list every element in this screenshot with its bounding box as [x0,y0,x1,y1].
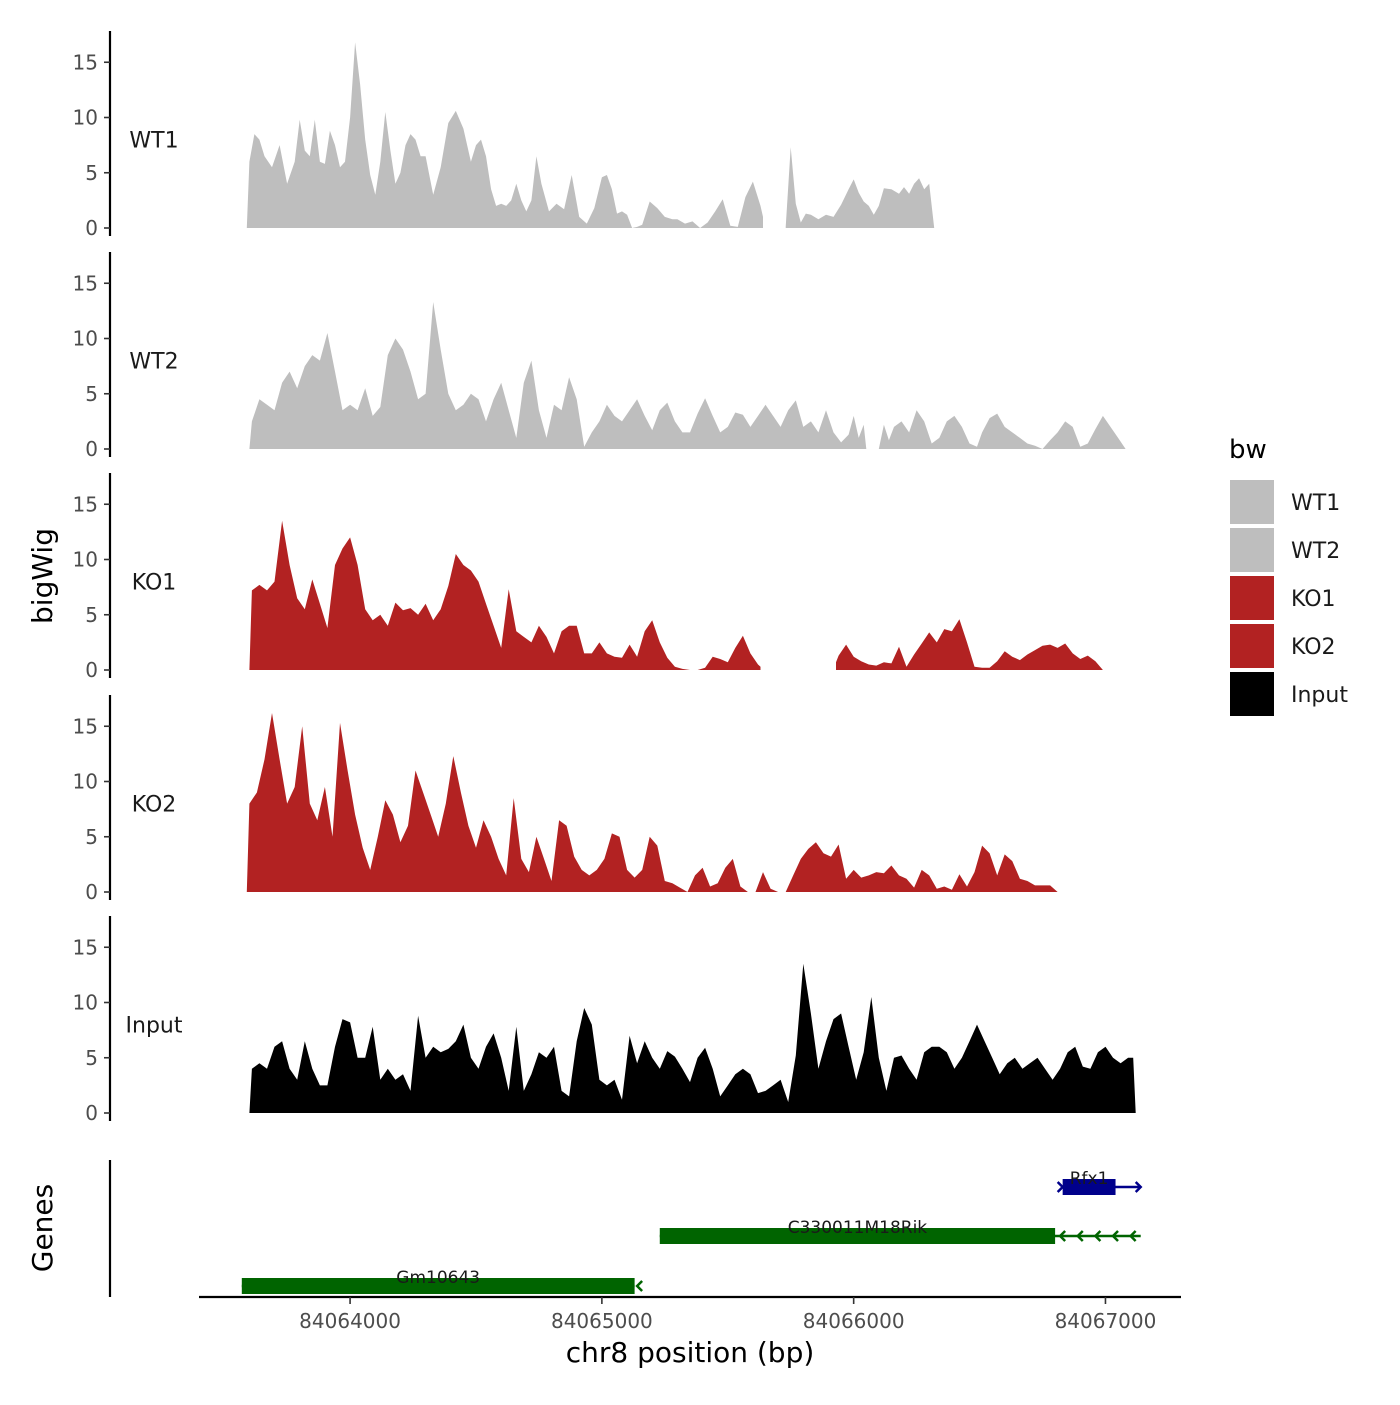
y-tick-label: 10 [73,106,98,130]
x-axis-title: chr8 position (bp) [566,1336,815,1369]
coverage-area [249,963,1136,1113]
legend-label-wt1: WT1 [1291,491,1340,516]
track-label: WT2 [129,350,178,375]
y-tick-label: 5 [85,603,98,627]
y-tick-label: 5 [85,161,98,185]
gene-label: Gm10643 [396,1268,480,1288]
legend-label-input: Input [1291,683,1348,708]
gene-gm10643: Gm10643 [241,1268,644,1294]
gene-c330011m18rik: C330011M18Rik [659,1218,1141,1244]
y-tick-label: 0 [85,880,98,904]
track-label: Input [126,1014,183,1039]
gene-exon [1062,1179,1116,1195]
y-tick-label: 15 [73,714,98,738]
track-wt2: 0 5 10 15 WT2 [73,252,1126,461]
y-tick-label: 10 [73,991,98,1015]
y-tick-label: 15 [73,492,98,516]
legend-swatch-ko1 [1230,576,1274,620]
strand-arrow [1093,1230,1102,1242]
x-tick-label: 84064000 [299,1309,401,1333]
strand-arrow [1058,1230,1067,1242]
y-tick-label: 5 [85,825,98,849]
coverage-area [249,302,867,449]
gene-rfx1: Rfx1 [1056,1169,1143,1195]
y-tick-label: 0 [85,1101,98,1125]
tracks-layer: 0 5 10 15 WT1 0 5 10 15 WT2 0 5 10 15 KO1 0 5 10 15 KO2 0 5 10… [73,31,1136,1125]
y-tick-label: 15 [73,935,98,959]
strand-arrow [1056,1181,1065,1193]
track-label: KO2 [132,793,177,818]
x-tick-label: 84066000 [803,1309,905,1333]
track-ko1: 0 5 10 15 KO1 [73,473,1136,682]
coverage-area [246,713,1136,892]
x-axis: 84064000 84065000 84066000 84067000 [199,1295,1181,1333]
strand-arrow [635,1280,644,1292]
track-wt1: 0 5 10 15 WT1 [73,31,935,240]
legend-swatch-wt1 [1230,480,1274,524]
y-tick-label: 0 [85,437,98,461]
legend-swatch-input [1230,672,1274,716]
strand-arrow [1075,1230,1084,1242]
track-ko2: 0 5 10 15 KO2 [73,695,1136,904]
legend-label-ko2: KO2 [1291,635,1336,660]
genes-axis-title: Genes [26,1184,59,1272]
legend-swatch-wt2 [1230,528,1274,572]
y-tick-label: 10 [73,548,98,572]
legend-title: bw [1229,435,1267,465]
gene-exon [241,1278,635,1294]
coverage-area [878,410,1126,449]
coverage-area [785,147,935,228]
x-tick-label: 84067000 [1055,1309,1157,1333]
y-tick-label: 10 [73,327,98,351]
y-tick-label: 0 [85,216,98,240]
y-tick-label: 10 [73,770,98,794]
genes-panel: Rfx1 C330011M18Rik Gm10643 [108,1160,1143,1297]
strand-arrow [1111,1230,1119,1242]
gene-label: Rfx1 [1070,1169,1109,1189]
coverage-area [249,520,761,670]
y-tick-label: 15 [73,271,98,295]
coverage-area [836,619,1136,670]
legend-label-wt2: WT2 [1291,539,1340,564]
gene-label: C330011M18Rik [788,1218,928,1238]
coverage-area [246,42,764,229]
y-tick-label: 5 [85,1046,98,1070]
y-tick-label: 5 [85,382,98,406]
strand-arrow [1128,1230,1137,1242]
y-tick-label: 0 [85,658,98,682]
track-input: 0 5 10 15 Input [73,916,1136,1125]
y-tick-label: 15 [73,50,98,74]
legend-label-ko1: KO1 [1291,587,1336,612]
legend: bw WT1 WT2 KO1 KO2 Input [1229,435,1348,716]
track-label: WT1 [129,129,178,154]
strand-arrow [1134,1181,1143,1193]
x-tick-label: 84065000 [551,1309,653,1333]
track-label: KO1 [132,571,177,596]
y-axis-title: bigWig [26,528,59,624]
gene-exon [659,1228,1056,1244]
legend-swatch-ko2 [1230,624,1274,668]
